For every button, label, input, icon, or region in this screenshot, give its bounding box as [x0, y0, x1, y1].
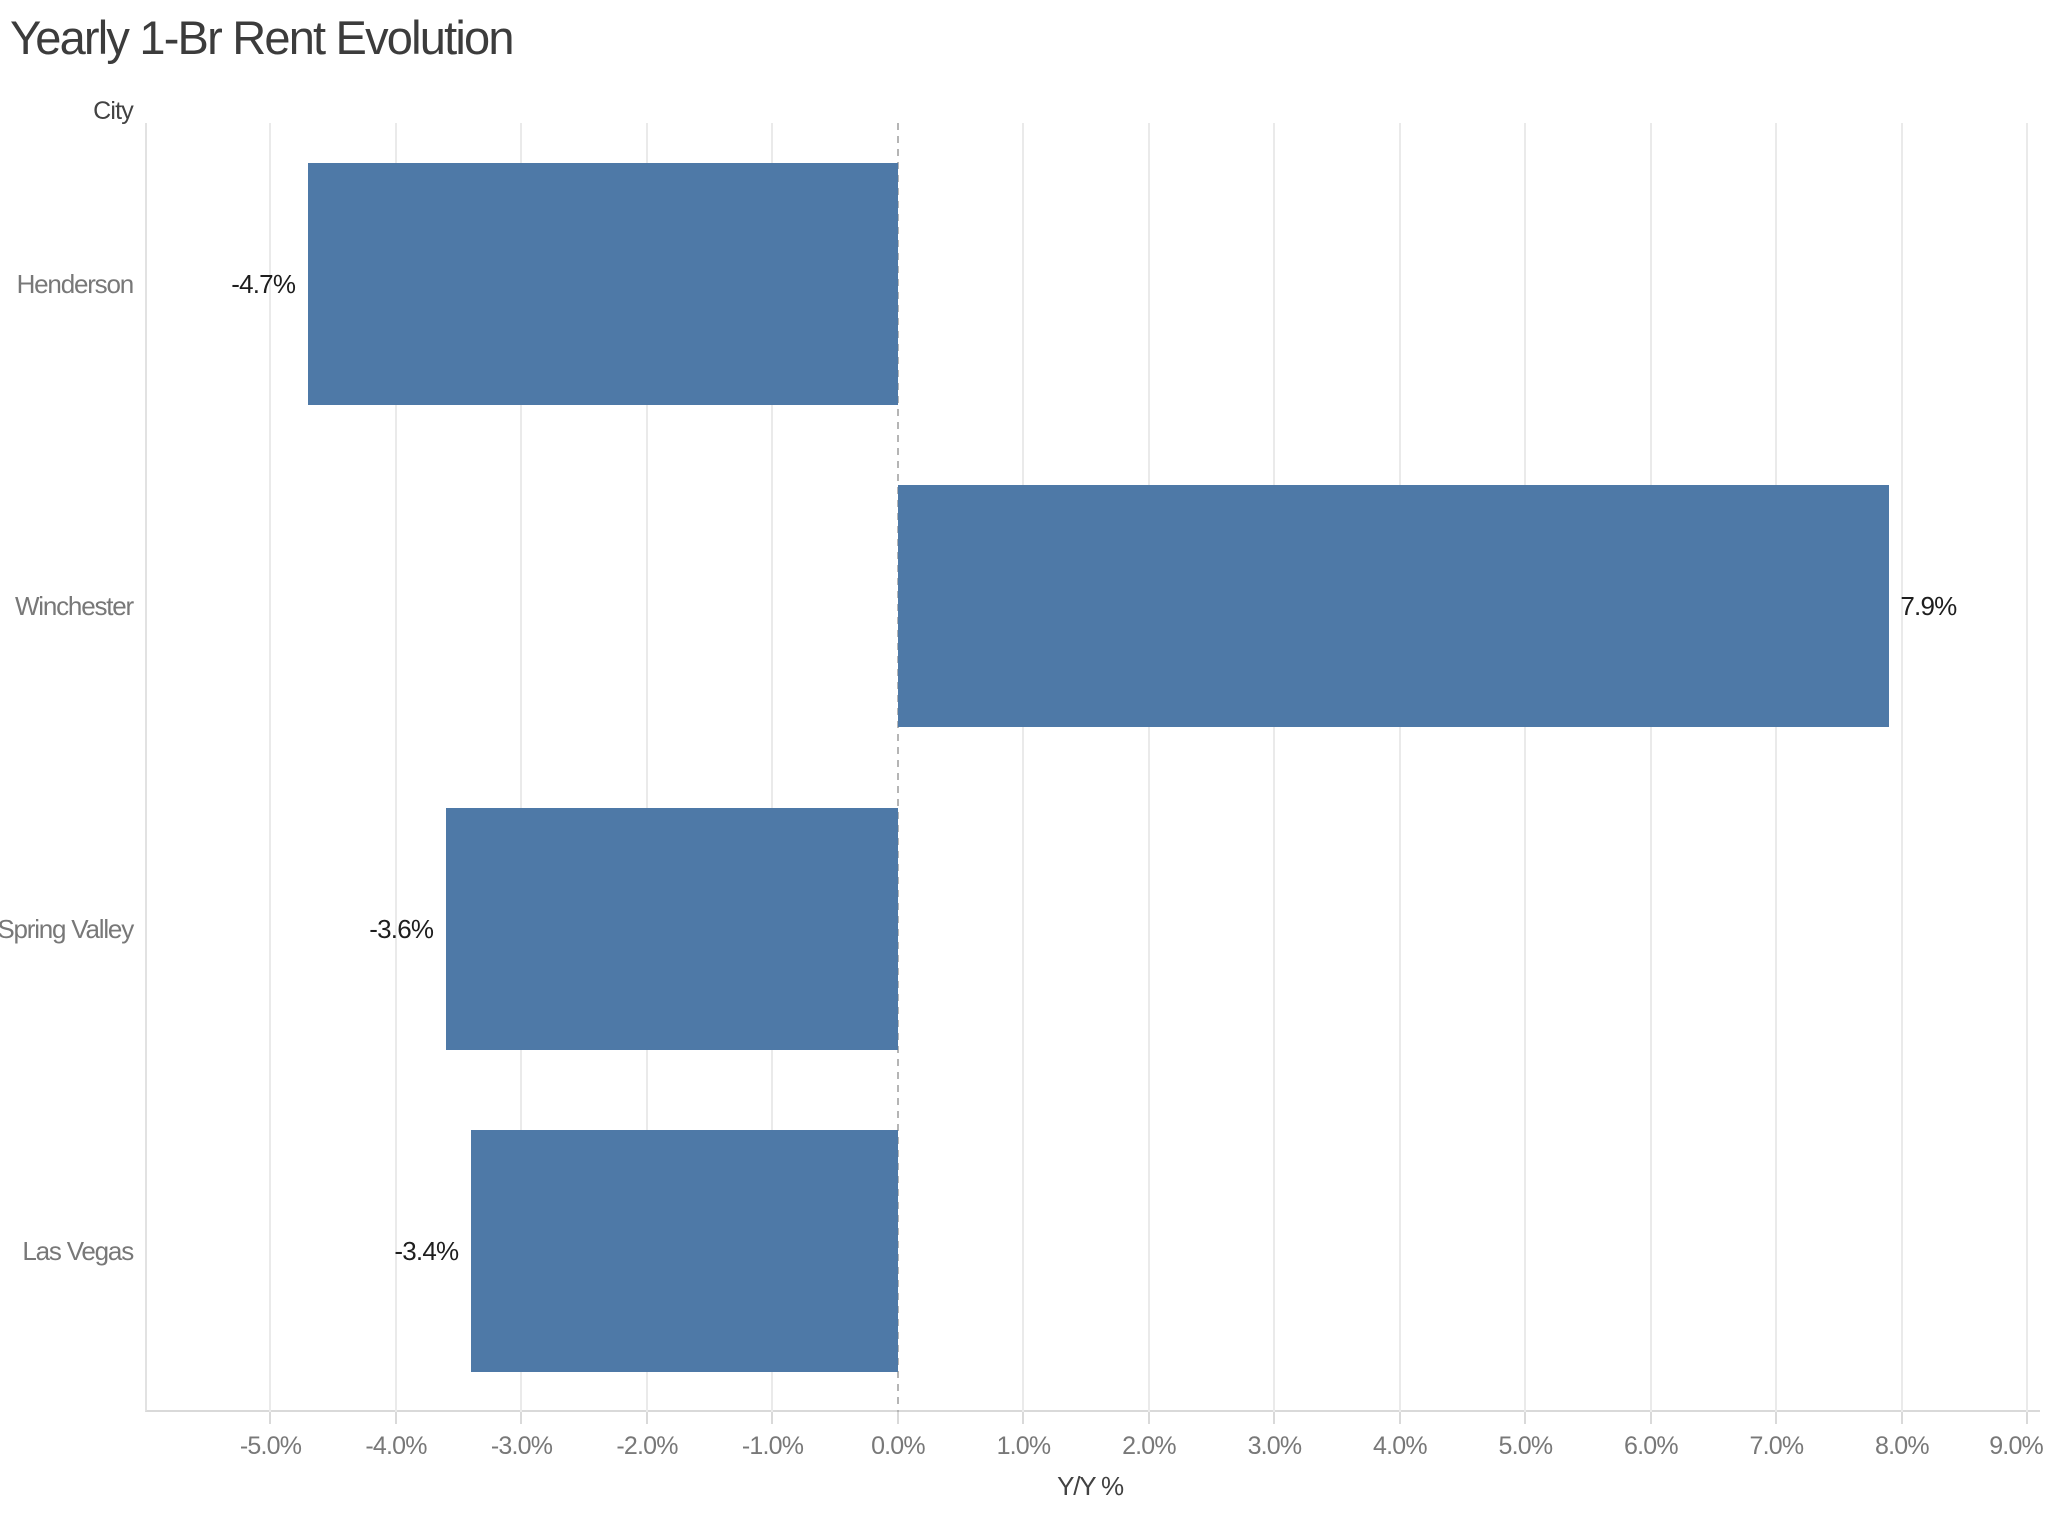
x-tick-mark: [1524, 1412, 1527, 1424]
x-gridline: [2026, 123, 2029, 1412]
x-tick-mark: [394, 1412, 397, 1424]
x-tick-label: -3.0%: [490, 1432, 553, 1460]
x-tick-mark: [645, 1412, 648, 1424]
x-tick-mark: [1775, 1412, 1778, 1424]
y-tick-label: Spring Valley: [0, 913, 134, 944]
bar-value-label: -3.4%: [394, 1235, 459, 1266]
x-tick-label: 1.0%: [996, 1432, 1052, 1460]
x-gridline: [1900, 123, 1903, 1412]
x-gridline: [1775, 123, 1778, 1412]
plot-area: [145, 123, 2040, 1412]
y-tick-label: Henderson: [16, 269, 135, 300]
zero-baseline: [896, 123, 899, 1412]
x-tick-mark: [771, 1412, 774, 1424]
x-tick-label: -5.0%: [239, 1432, 302, 1460]
x-tick-label: -2.0%: [616, 1432, 678, 1460]
y-tick-label: Winchester: [14, 591, 134, 622]
x-gridline: [520, 123, 523, 1412]
x-tick-label: 0.0%: [871, 1432, 926, 1460]
x-tick-label: 4.0%: [1373, 1432, 1428, 1460]
bar-value-label: -4.7%: [231, 269, 296, 300]
bar-value-label: -3.6%: [369, 913, 434, 944]
bar-value-label: 7.9%: [1900, 591, 1957, 622]
x-tick-label: -1.0%: [741, 1432, 804, 1460]
x-tick-mark: [896, 1412, 899, 1424]
x-tick-mark: [1398, 1412, 1401, 1424]
x-axis-title: Y/Y %: [1057, 1471, 1124, 1501]
chart-title: Yearly 1-Br Rent Evolution: [10, 11, 515, 64]
x-gridline: [645, 123, 648, 1412]
bar-winchester[interactable]: [897, 485, 1890, 728]
x-tick-mark: [520, 1412, 523, 1424]
x-tick-label: 5.0%: [1498, 1432, 1554, 1460]
x-gridline: [1524, 123, 1527, 1412]
x-gridline: [771, 123, 774, 1412]
x-tick-label: -4.0%: [365, 1432, 427, 1460]
x-gridline: [1398, 123, 1401, 1412]
x-gridline: [394, 123, 397, 1412]
x-tick-label: 9.0%: [1989, 1432, 2044, 1460]
x-gridline: [1022, 123, 1025, 1412]
x-tick-label: 8.0%: [1875, 1432, 1930, 1460]
x-gridline: [1273, 123, 1276, 1412]
x-gridline: [1649, 123, 1652, 1412]
bar-henderson[interactable]: [308, 163, 898, 406]
x-tick-mark: [2026, 1412, 2029, 1424]
x-tick-label: 3.0%: [1247, 1432, 1303, 1460]
x-gridline: [269, 123, 272, 1412]
x-tick-label: 2.0%: [1122, 1432, 1177, 1460]
x-tick-mark: [1273, 1412, 1276, 1424]
y-axis-title: City: [93, 97, 134, 125]
x-tick-label: 7.0%: [1749, 1432, 1805, 1460]
x-tick-label: 6.0%: [1624, 1432, 1679, 1460]
x-tick-mark: [1147, 1412, 1150, 1424]
y-tick-label: Las Vegas: [22, 1235, 134, 1266]
x-gridline: [1147, 123, 1150, 1412]
x-tick-mark: [1022, 1412, 1025, 1424]
x-tick-mark: [1900, 1412, 1903, 1424]
bar-spring-valley[interactable]: [446, 807, 898, 1050]
x-tick-mark: [269, 1412, 272, 1424]
bar-las-vegas[interactable]: [471, 1129, 898, 1372]
x-tick-mark: [1649, 1412, 1652, 1424]
